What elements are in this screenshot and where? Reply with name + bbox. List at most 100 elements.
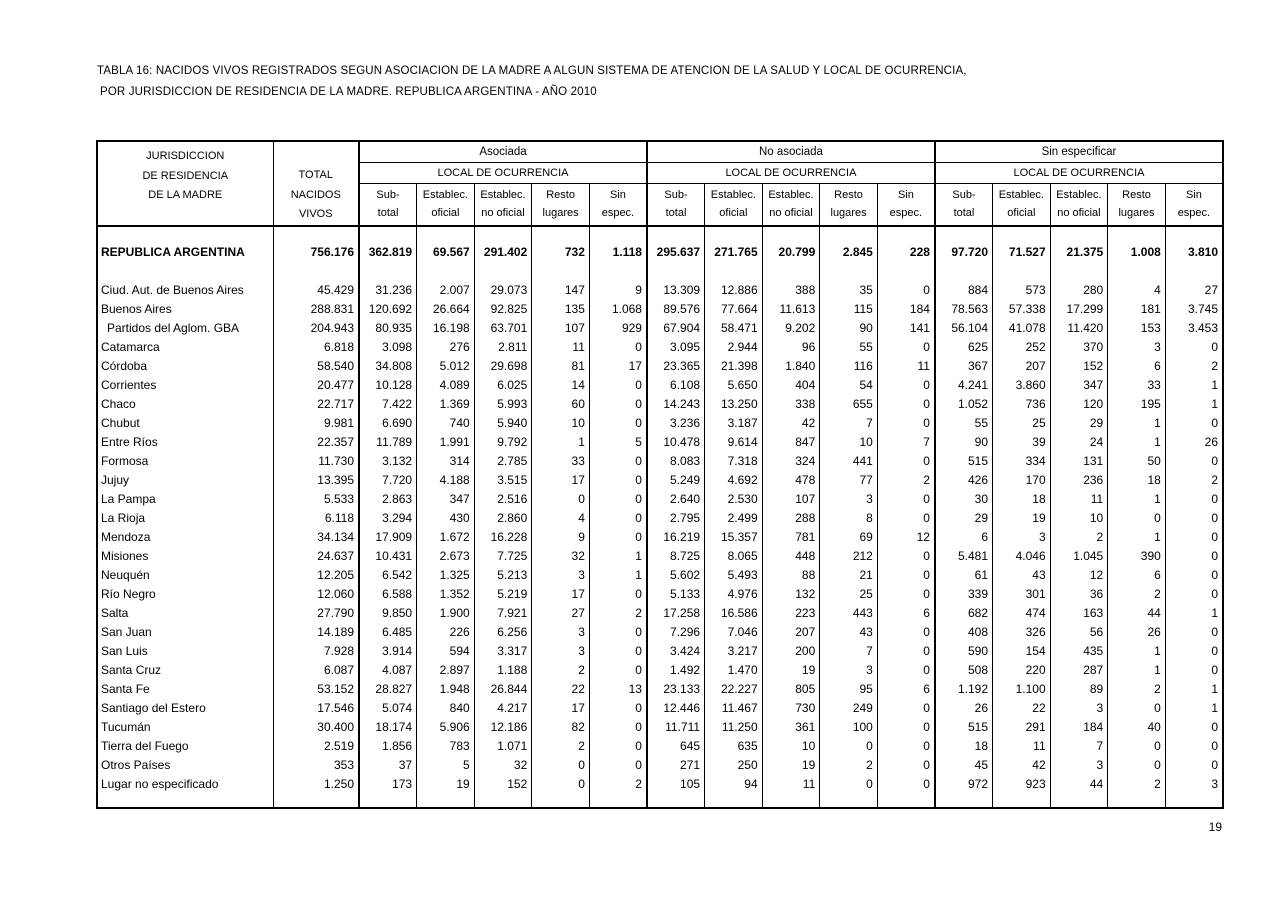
cell-value xyxy=(358,225,417,243)
cell-value xyxy=(588,793,647,808)
cell-value: 404 xyxy=(761,375,820,395)
cell-value: 228 xyxy=(876,242,935,262)
cell-value: 17.909 xyxy=(358,527,417,547)
cell-value xyxy=(358,261,417,281)
cell-value: 13 xyxy=(588,679,647,699)
header-group-no-asociada: No asociada xyxy=(645,140,936,164)
cell-value: 55 xyxy=(819,337,878,357)
cell-value: 55 xyxy=(933,413,993,433)
cell-value: 116 xyxy=(819,356,878,376)
row-label: Salta xyxy=(101,605,129,620)
cell-value: 781 xyxy=(761,527,820,547)
cell-value: 6.818 xyxy=(272,337,359,357)
cell-value: 2 xyxy=(588,603,647,623)
cell-value: 3.453 xyxy=(1164,318,1223,338)
cell-value: 6.588 xyxy=(358,584,417,604)
cell-value: 5 xyxy=(416,755,475,775)
cell-value: 1.325 xyxy=(416,565,475,585)
cell-value: 2 xyxy=(1164,356,1223,376)
cell-value: 0 xyxy=(876,717,935,737)
cell-value: 6 xyxy=(1107,565,1166,585)
cell-value: 0 xyxy=(1107,508,1166,528)
cell-value: 220 xyxy=(992,660,1051,680)
cell-value: 390 xyxy=(1107,546,1166,566)
cell-value xyxy=(1107,261,1166,281)
header-subcol: Establec. oficial xyxy=(704,183,763,227)
cell-value: 11.467 xyxy=(704,698,763,718)
cell-value: 0 xyxy=(876,489,935,509)
cell-value: 0 xyxy=(1107,736,1166,756)
cell-value: 1 xyxy=(1107,660,1166,680)
cell-value: 3.860 xyxy=(992,375,1051,395)
cell-value: 9 xyxy=(588,280,647,300)
cell-value: 2 xyxy=(1107,774,1166,794)
cell-value: 57.338 xyxy=(992,299,1051,319)
cell-value: 25 xyxy=(819,584,878,604)
cell-value: 5.940 xyxy=(473,413,532,433)
cell-value: 2.795 xyxy=(645,508,705,528)
cell-value xyxy=(645,793,705,808)
cell-value: 0 xyxy=(588,527,647,547)
cell-value: 7.921 xyxy=(473,603,532,623)
row-label: Córdoba xyxy=(101,358,148,373)
row-label: Catamarca xyxy=(101,339,160,354)
cell-value: 18.174 xyxy=(358,717,417,737)
cell-value: 1.071 xyxy=(473,736,532,756)
cell-value: 44 xyxy=(1107,603,1166,623)
cell-value xyxy=(819,261,878,281)
cell-value: 730 xyxy=(761,698,820,718)
cell-value: 6.542 xyxy=(358,565,417,585)
cell-value: 0 xyxy=(876,660,935,680)
cell-value: 5.133 xyxy=(645,584,705,604)
cell-value: 153 xyxy=(1107,318,1166,338)
cell-value: 82 xyxy=(531,717,590,737)
cell-value: 16.219 xyxy=(645,527,705,547)
header-jurisdiction: JURISDICCION DE RESIDENCIA DE LA MADRE xyxy=(96,140,274,227)
cell-value: 732 xyxy=(531,242,590,262)
cell-value: 17 xyxy=(531,470,590,490)
cell-value: 0 xyxy=(588,736,647,756)
header-subcol: Establec. oficial xyxy=(992,183,1051,227)
cell-value: 0 xyxy=(531,774,590,794)
cell-value: 17.546 xyxy=(272,698,359,718)
cell-value: 4.089 xyxy=(416,375,475,395)
cell-value: 40 xyxy=(1107,717,1166,737)
cell-value: 0 xyxy=(1164,584,1223,604)
cell-value xyxy=(588,261,647,281)
cell-value xyxy=(819,793,878,808)
row-label: Tierra del Fuego xyxy=(101,738,189,753)
spacer-row xyxy=(97,225,1223,243)
cell-value: 89.576 xyxy=(645,299,705,319)
table-row: San Luis 7.928 3.914 594 3.317 3 0 3.424 3.217 20… xyxy=(97,641,1223,661)
cell-value: 2.499 xyxy=(704,508,763,528)
cell-value: 0 xyxy=(819,736,878,756)
cell-value: 29 xyxy=(933,508,993,528)
cell-value: 3 xyxy=(531,641,590,661)
cell-value: 43 xyxy=(819,622,878,642)
cell-value: 0 xyxy=(588,622,647,642)
cell-value: 370 xyxy=(1049,337,1108,357)
cell-value: 4.046 xyxy=(992,546,1051,566)
table-row: Jujuy 13.395 7.720 4.188 3.515 17 0 5.249 4.692 4… xyxy=(97,470,1223,490)
cell-value: 69 xyxy=(819,527,878,547)
table-row: Santa Fe 53.152 28.827 1.948 26.844 22 13 23.13… xyxy=(97,679,1223,699)
cell-value: 53.152 xyxy=(272,679,359,699)
cell-value: 1.900 xyxy=(416,603,475,623)
cell-value: 0 xyxy=(1164,641,1223,661)
row-label: Corrientes xyxy=(101,377,157,392)
cell-value: 81 xyxy=(531,356,590,376)
cell-value: 6.118 xyxy=(272,508,359,528)
cell-value: 19 xyxy=(761,660,820,680)
row-label: Entre Ríos xyxy=(101,434,158,449)
cell-value: 2 xyxy=(1049,527,1108,547)
cell-value: 50 xyxy=(1107,451,1166,471)
cell-value: 3 xyxy=(819,660,878,680)
cell-value: 6 xyxy=(876,603,935,623)
cell-value: 3 xyxy=(992,527,1051,547)
row-label xyxy=(97,794,273,808)
cell-value: 1.672 xyxy=(416,527,475,547)
row-label: Neuquén xyxy=(101,567,150,582)
cell-value: 0 xyxy=(588,660,647,680)
cell-value: 31.236 xyxy=(358,280,417,300)
cell-value: 847 xyxy=(761,432,820,452)
